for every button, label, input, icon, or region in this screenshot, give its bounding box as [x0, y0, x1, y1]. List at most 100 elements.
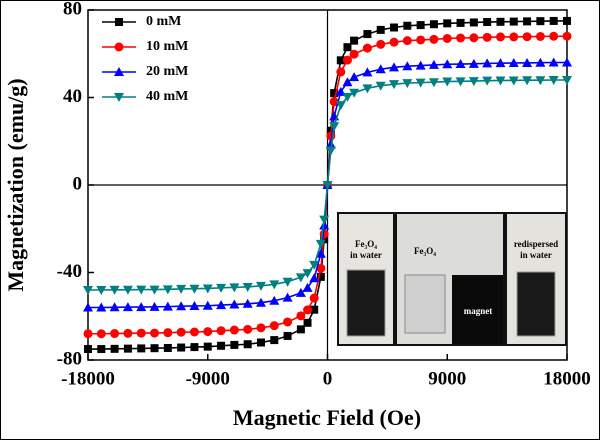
marker [123, 344, 132, 353]
marker [523, 17, 532, 26]
marker [149, 301, 160, 311]
marker [96, 286, 107, 295]
marker [362, 67, 373, 77]
marker [202, 284, 213, 294]
marker [322, 181, 333, 190]
y-tick-label: -80 [57, 348, 82, 369]
marker [122, 302, 133, 312]
marker [216, 326, 226, 336]
marker [495, 58, 506, 68]
marker [315, 239, 326, 249]
marker [269, 321, 279, 331]
marker [310, 305, 319, 314]
marker [163, 328, 173, 338]
marker [96, 329, 106, 339]
marker [97, 345, 106, 354]
marker [389, 62, 400, 72]
marker [456, 18, 465, 27]
marker [83, 302, 93, 312]
marker [295, 287, 306, 297]
marker [283, 317, 293, 327]
marker [362, 43, 372, 53]
marker [535, 31, 545, 41]
marker [242, 282, 253, 292]
marker [415, 60, 426, 70]
marker [389, 37, 399, 47]
marker [123, 328, 133, 338]
marker [203, 342, 212, 351]
marker [282, 292, 293, 302]
inset-label: redispersed [514, 239, 558, 249]
marker [309, 293, 319, 303]
legend-marker [114, 67, 124, 76]
marker [109, 285, 120, 295]
marker [136, 328, 146, 338]
marker [242, 298, 253, 308]
marker [522, 57, 533, 67]
marker [468, 77, 479, 87]
marker [508, 57, 519, 67]
marker [243, 340, 252, 349]
marker [469, 33, 479, 43]
marker [375, 81, 386, 91]
marker [342, 55, 352, 65]
marker [482, 58, 493, 68]
marker [342, 77, 353, 87]
marker [309, 260, 320, 270]
marker [535, 57, 546, 67]
marker [189, 327, 199, 337]
marker [282, 277, 293, 287]
marker [363, 30, 372, 39]
marker [416, 35, 426, 45]
magnet [452, 275, 503, 344]
marker [316, 263, 326, 273]
marker [495, 32, 505, 42]
marker [296, 311, 306, 321]
y-tick-label: 40 [63, 86, 82, 107]
marker [303, 305, 313, 315]
marker [202, 300, 213, 310]
marker [162, 285, 173, 295]
legend-marker [115, 18, 123, 26]
inset-label: in water [350, 250, 382, 260]
marker [429, 34, 439, 44]
marker [482, 32, 492, 42]
marker [295, 273, 306, 283]
marker [549, 31, 559, 41]
marker [535, 76, 546, 86]
marker [303, 318, 312, 327]
marker [229, 283, 240, 293]
marker [456, 33, 466, 43]
marker [163, 343, 172, 352]
legend-label: 0 mM [146, 14, 181, 29]
marker [343, 43, 352, 52]
marker [376, 25, 385, 34]
inset-label: Fe₃O₄ [414, 246, 436, 256]
marker [203, 327, 213, 337]
marker [109, 302, 120, 312]
marker [230, 340, 239, 349]
marker [495, 76, 506, 86]
legend-marker [114, 93, 124, 102]
x-tick-label: 9000 [428, 368, 466, 389]
x-tick-label: -9000 [186, 368, 230, 389]
marker [548, 76, 559, 85]
marker [442, 33, 452, 43]
marker [390, 23, 399, 32]
x-tick-label: 18000 [543, 368, 591, 389]
marker [229, 299, 240, 309]
marker [509, 32, 519, 42]
marker [442, 77, 453, 87]
marker [483, 18, 492, 27]
marker [336, 67, 346, 77]
legend-label: 10 mM [146, 39, 188, 54]
marker [136, 285, 147, 295]
marker [329, 122, 340, 132]
marker [255, 281, 266, 291]
y-tick-label: 80 [63, 0, 82, 19]
marker [176, 284, 187, 294]
marker [137, 344, 146, 353]
marker [375, 64, 386, 74]
